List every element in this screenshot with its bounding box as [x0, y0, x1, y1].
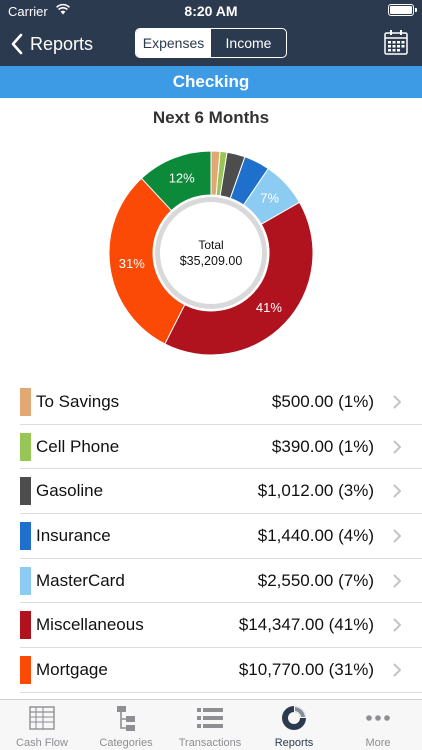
- tab-bar: Cash Flow Categories Transactions Report…: [0, 699, 422, 750]
- category-color-swatch: [20, 432, 31, 461]
- category-row[interactable]: Insurance $1,440.00 (4%): [20, 514, 422, 559]
- category-name: Gasoline: [36, 481, 104, 501]
- category-name: Cell Phone: [36, 436, 120, 456]
- category-name: To Savings: [36, 392, 120, 411]
- tab-reports[interactable]: Reports: [252, 700, 336, 750]
- tree-icon: [117, 706, 135, 731]
- donut-slice-label: 41%: [256, 300, 282, 315]
- pie-chart-icon: [282, 706, 306, 730]
- category-color-swatch: [20, 566, 31, 595]
- category-color-swatch: [20, 656, 31, 685]
- category-row[interactable]: To Savings $500.00 (1%): [20, 380, 422, 425]
- category-amount: $500.00 (1%): [271, 392, 374, 411]
- tab-more[interactable]: More: [336, 700, 420, 750]
- category-color-swatch: [20, 611, 31, 640]
- tab-reports-label: Reports: [274, 737, 314, 749]
- top-bar: Carrier 8:20 AM Reports Expenses Income: [0, 0, 422, 66]
- donut-slice-label: 12%: [169, 171, 195, 186]
- category-color-swatch: [20, 522, 31, 551]
- segment-income[interactable]: Income: [225, 35, 272, 51]
- tab-transactions[interactable]: Transactions: [168, 700, 252, 750]
- chevron-right-icon: [393, 574, 401, 588]
- category-amount: $2,550.00 (7%): [257, 570, 374, 590]
- category-name: Mortgage: [36, 660, 108, 680]
- tab-cash-flow-label: Cash Flow: [16, 737, 68, 749]
- category-color-swatch: [20, 477, 31, 506]
- donut-slice-label: 7%: [260, 191, 279, 206]
- report-period-title: Next 6 Months: [152, 108, 270, 127]
- category-row[interactable]: Gasoline $1,012.00 (3%): [20, 469, 422, 515]
- category-row[interactable]: Cell Phone $390.00 (1%): [20, 425, 422, 470]
- chevron-right-icon: [393, 663, 401, 677]
- back-button[interactable]: Reports: [10, 29, 93, 59]
- account-banner: Checking: [0, 66, 422, 98]
- navigation-bar: Reports Expenses Income: [0, 22, 422, 66]
- category-row[interactable]: Mortgage $10,770.00 (31%): [20, 648, 422, 693]
- donut-total-value: $35,209.00: [180, 254, 243, 268]
- donut-slice: [140, 150, 212, 212]
- category-amount: $390.00 (1%): [271, 436, 374, 456]
- category-amount: $1,012.00 (3%): [257, 481, 374, 501]
- more-dots-icon: [366, 715, 390, 721]
- category-amount: $14,347.00 (41%): [238, 615, 374, 635]
- expenses-income-segmented-control: Expenses Income: [135, 28, 287, 58]
- donut-slice: [108, 177, 186, 345]
- donut-slice: [164, 201, 314, 356]
- category-amount: $1,440.00 (4%): [257, 526, 374, 546]
- category-name: Insurance: [36, 526, 111, 546]
- chevron-right-icon: [393, 618, 401, 632]
- tab-cash-flow[interactable]: Cash Flow: [0, 700, 84, 750]
- donut-hole: [160, 202, 262, 304]
- status-time: 8:20 AM: [184, 3, 238, 19]
- donut-total-label: Total: [198, 238, 223, 252]
- chevron-right-icon: [393, 529, 401, 543]
- expense-donut-chart: 7% 41% 31% 12% Total $35,209.00: [108, 150, 314, 356]
- tab-categories-label: Categories: [99, 737, 153, 749]
- tab-transactions-label: Transactions: [178, 737, 242, 749]
- category-row[interactable]: MasterCard $2,550.00 (7%): [20, 559, 422, 604]
- chevron-left-icon: [11, 33, 23, 55]
- back-button-label: Reports: [30, 33, 94, 54]
- tab-more-label: More: [365, 737, 391, 749]
- category-name: Miscellaneous: [36, 615, 144, 635]
- chevron-right-icon: [393, 440, 401, 454]
- chevron-right-icon: [393, 395, 401, 409]
- list-icon: [197, 708, 223, 728]
- calendar-icon[interactable]: [384, 29, 408, 55]
- donut-slice-label: 31%: [119, 256, 145, 271]
- status-bar: Carrier 8:20 AM: [0, 0, 422, 22]
- carrier-label: Carrier: [8, 4, 48, 19]
- tab-categories[interactable]: Categories: [84, 700, 168, 750]
- category-row[interactable]: Miscellaneous $14,347.00 (41%): [20, 603, 422, 649]
- battery-icon: [388, 4, 417, 16]
- category-amount: $10,770.00 (31%): [238, 660, 374, 680]
- category-list: To Savings $500.00 (1%) Cell Phone $390.00 …: [0, 380, 422, 693]
- category-color-swatch: [20, 388, 31, 416]
- chevron-right-icon: [393, 484, 401, 498]
- spreadsheet-icon: [29, 706, 55, 730]
- segment-expenses[interactable]: Expenses: [136, 29, 211, 57]
- category-name: MasterCard: [36, 570, 125, 590]
- wifi-icon: [56, 3, 70, 15]
